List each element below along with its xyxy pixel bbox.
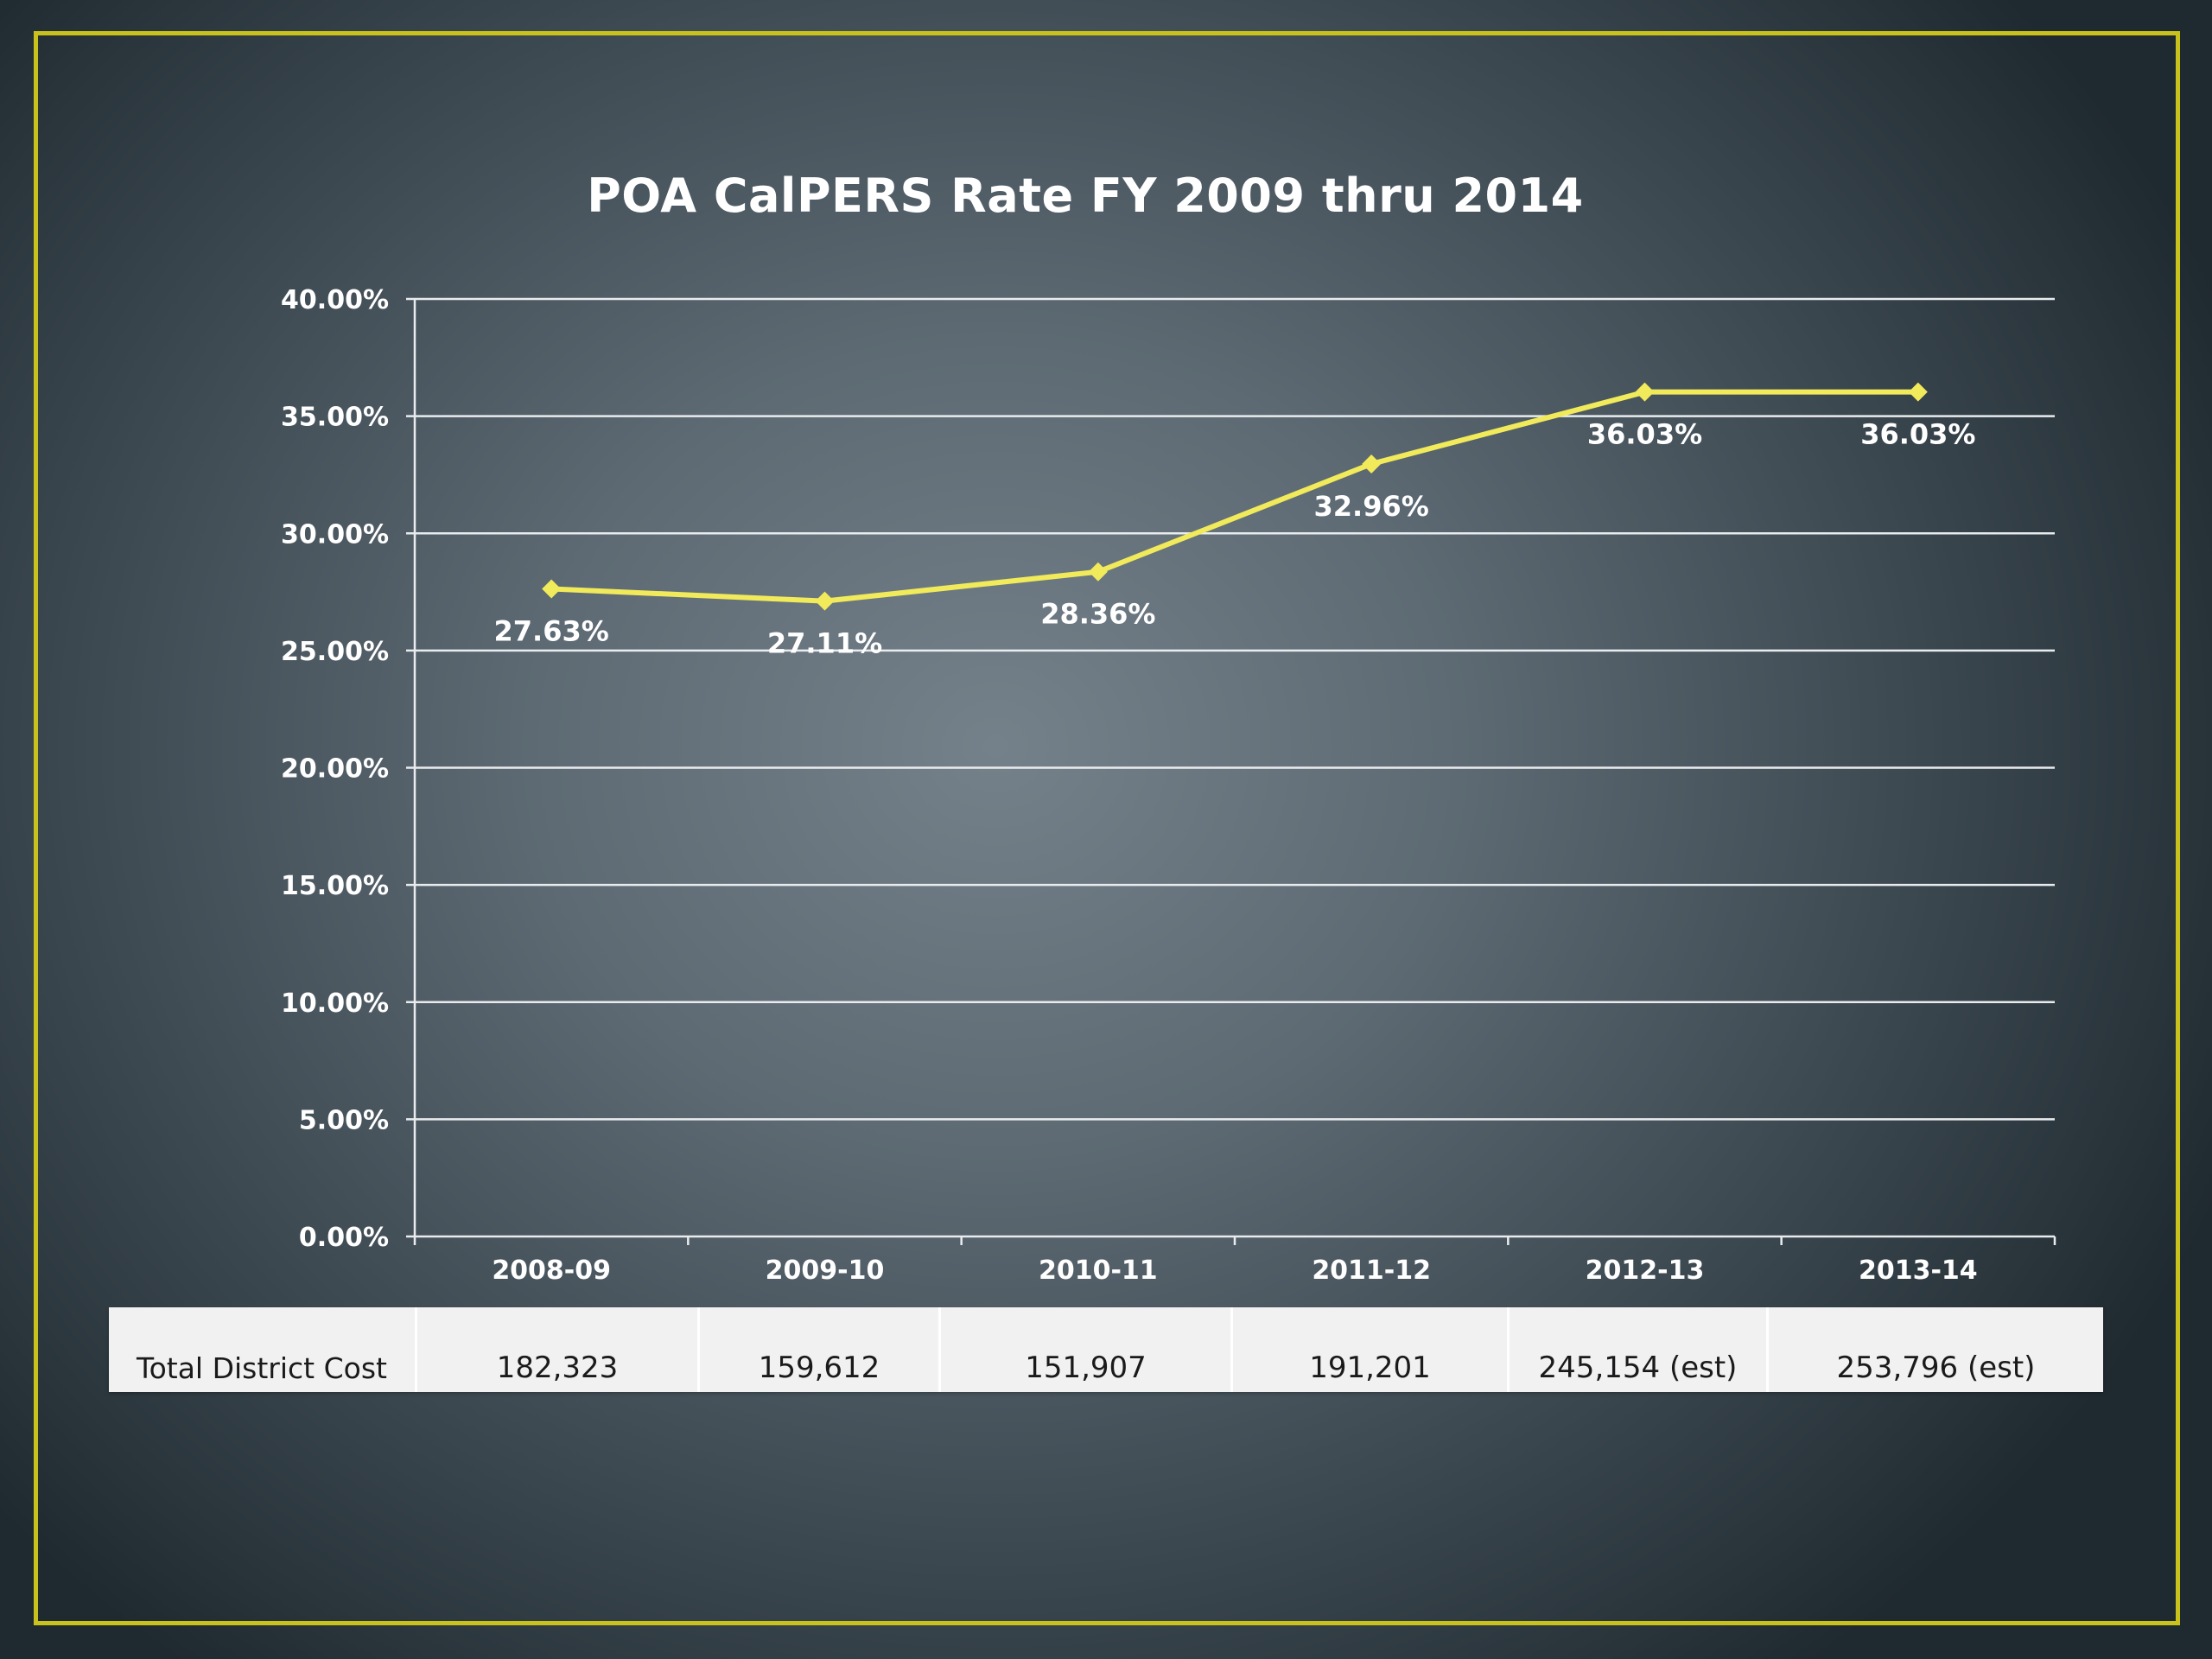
data-labels: 27.63% 27.11% 28.36% 32.96% 36.03% 36.03% [494, 418, 1976, 660]
y-tick-label: 30.00% [281, 519, 389, 550]
cost-cell-2011-12: 191,201 [1233, 1307, 1510, 1392]
data-label: 28.36% [1040, 598, 1155, 631]
data-point-marker [1908, 382, 1928, 402]
x-tick-label: 2008-09 [492, 1255, 611, 1286]
y-tick-label: 40.00% [281, 285, 389, 315]
axes [406, 297, 2056, 1245]
y-axis-tick-labels: 0.00% 5.00% 10.00% 15.00% 20.00% 25.00% 30.00%… [281, 285, 389, 1253]
cost-cell-2008-09: 182,323 [417, 1307, 700, 1392]
y-tick-label: 10.00% [281, 988, 389, 1019]
x-tick-label: 2009-10 [766, 1255, 885, 1286]
y-tick-label: 0.00% [299, 1223, 389, 1253]
total-district-cost-table: Total District Cost 182,323 159,612 151,… [109, 1307, 2103, 1392]
data-point-marker [1362, 454, 1382, 474]
data-point-marker [815, 591, 835, 611]
data-label: 36.03% [1587, 418, 1702, 451]
data-label: 32.96% [1314, 490, 1429, 523]
series-line [551, 389, 1918, 604]
chart-title: POA CalPERS Rate FY 2009 thru 2014 [587, 168, 1584, 223]
x-tick-label: 2010-11 [1039, 1255, 1158, 1286]
y-tick-label: 25.00% [281, 637, 389, 667]
cost-row-label: Total District Cost [109, 1307, 417, 1392]
data-label: 27.63% [494, 615, 609, 648]
x-axis-tick-labels: 2008-09 2009-10 2010-11 2011-12 2012-13 2013-… [492, 1255, 1977, 1286]
slide-frame [34, 31, 2180, 1625]
data-point-marker [542, 579, 562, 599]
cost-cell-2012-13: 245,154 (est) [1510, 1307, 1769, 1392]
x-tick-label: 2011-12 [1312, 1255, 1431, 1286]
cost-cell-2010-11: 151,907 [941, 1307, 1233, 1392]
data-label: 36.03% [1860, 418, 1975, 451]
cost-cell-2013-14: 253,796 (est) [1836, 1351, 2036, 1385]
cost-cell-2009-10: 159,612 [700, 1307, 941, 1392]
y-tick-label: 20.00% [281, 754, 389, 785]
data-point-marker [1635, 382, 1655, 402]
y-tick-label: 15.00% [281, 871, 389, 901]
data-points [542, 382, 1928, 611]
x-tick-label: 2012-13 [1586, 1255, 1705, 1286]
data-point-marker [1088, 562, 1108, 582]
x-tick-label: 2013-14 [1859, 1255, 1978, 1286]
y-tick-label: 35.00% [281, 403, 389, 433]
y-tick-label: 5.00% [299, 1105, 389, 1135]
data-label: 27.11% [767, 627, 882, 660]
gridlines [415, 297, 2055, 1121]
series-line-layer [551, 389, 1918, 604]
